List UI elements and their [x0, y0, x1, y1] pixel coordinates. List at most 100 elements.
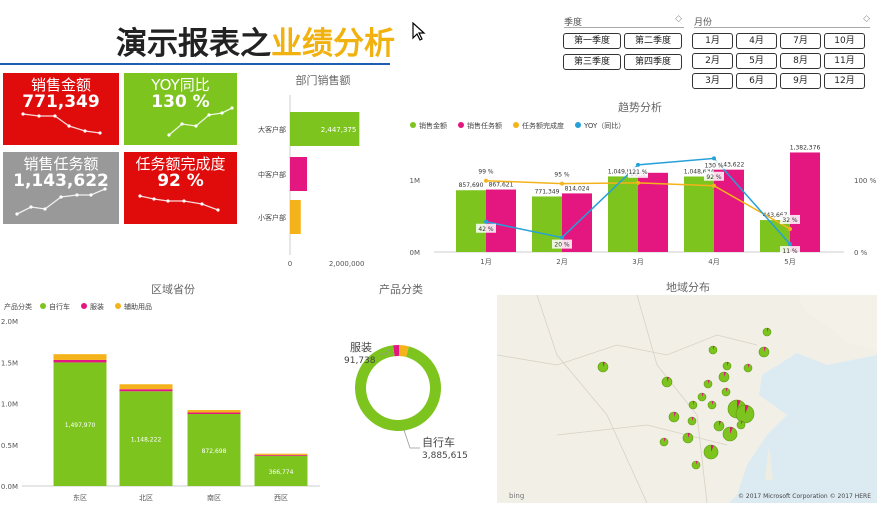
product-chart-title: 产品分类 [379, 283, 423, 296]
region-y-tick: 2.0M [1, 318, 18, 326]
trend-label-bg [780, 246, 800, 256]
slicer-divider [564, 27, 684, 28]
month-option[interactable]: 5月 [736, 53, 777, 69]
trend-point-yoy [636, 162, 640, 167]
trend-point-completion [712, 183, 716, 188]
quarter-slicer-header: 季度 [564, 18, 583, 28]
kpi-card-yoy[interactable]: YOY同比 130 % [124, 73, 237, 145]
trend-point-completion [636, 180, 640, 185]
region-legend-label: 服装 [90, 302, 104, 311]
month-option[interactable]: 9月 [780, 73, 821, 89]
month-option[interactable]: 6月 [736, 73, 777, 89]
trend-label-bg [780, 214, 800, 224]
trend-x-tick: 5月 [784, 258, 795, 266]
quarter-option-2[interactable]: 第二季度 [624, 33, 682, 49]
month-option[interactable]: 2月 [692, 53, 733, 69]
product-leader-line [380, 347, 391, 355]
kpi-value: 130 % [151, 92, 210, 112]
product-leader-line [403, 429, 420, 449]
map-bubble-slice [724, 372, 726, 377]
trend-chart-title: 趋势分析 [618, 101, 662, 114]
map-credit: © 2017 Microsoft Corporation © 2017 HERE [738, 493, 871, 500]
trend-label-bg [552, 169, 572, 179]
region-map[interactable]: bing © 2017 Microsoft Corporation © 2017… [497, 295, 877, 503]
kpi-value: 92 % [157, 171, 204, 191]
month-option[interactable]: 10月 [824, 33, 865, 49]
product-value-clothing: 91,738 [344, 356, 376, 366]
month-option[interactable]: 11月 [824, 53, 865, 69]
region-legend-title: 产品分类 [4, 302, 32, 311]
trend-left-tick: 1M [410, 177, 421, 185]
month-option[interactable]: 7月 [780, 33, 821, 49]
trend-point-completion [560, 181, 564, 186]
trend-legend-label: 销售任务额 [467, 121, 502, 130]
quarter-option-1[interactable]: 第一季度 [563, 33, 621, 49]
product-label-clothing: 服装 [350, 341, 372, 354]
kpi-sparkline [167, 106, 234, 137]
kpi-label: 任务额完成度 [135, 155, 226, 173]
trend-point-yoy [712, 156, 716, 161]
trend-label-bg [704, 171, 724, 181]
quarter-slicer: 季度 ◇ 第一季度 第二季度 第三季度 第四季度 [562, 14, 686, 75]
map-bubble-slice [693, 401, 695, 405]
trend-label-bg [628, 166, 648, 176]
trend-x-tick: 1月 [480, 258, 491, 266]
quarter-option-3[interactable]: 第三季度 [563, 54, 621, 70]
kpi-label: 销售金额 [30, 76, 91, 94]
month-option[interactable]: 1月 [692, 33, 733, 49]
kpi-value: 1,143,622 [13, 171, 109, 191]
region-x-tick: 南区 [207, 493, 221, 502]
trend-legend-marker [513, 122, 519, 128]
dept-category-label: 中客户部 [258, 170, 286, 179]
trend-sales-label: 443,667 [763, 212, 788, 219]
kpi-value: 771,349 [22, 92, 100, 112]
report-title-part2: 业绩分析 [271, 26, 395, 62]
trend-completion-label: 99 % [478, 169, 494, 176]
kpi-card-completion[interactable]: 任务额完成度 92 % [124, 152, 237, 224]
month-option[interactable]: 8月 [780, 53, 821, 69]
trend-sales-label: 1,048,634 [684, 168, 715, 175]
region-bar-segment [187, 414, 241, 486]
trend-legend-label: 销售金额 [419, 121, 447, 130]
product-label-bike: 自行车 [422, 435, 455, 449]
map-bing-logo: bing [509, 492, 525, 500]
region-value-label: 1,148,222 [131, 437, 162, 444]
kpi-card-sales-amount[interactable]: 销售金额 771,349 [3, 73, 119, 145]
month-option[interactable]: 4月 [736, 33, 777, 49]
region-x-tick: 东区 [73, 493, 87, 502]
region-x-tick: 北区 [139, 494, 153, 502]
quarter-option-4[interactable]: 第四季度 [624, 54, 682, 70]
trend-bar-sales [684, 176, 714, 252]
title-underline [0, 63, 390, 65]
map-bubble-slice [674, 412, 676, 417]
slicer-divider [694, 27, 870, 28]
map-bubble-slice [730, 427, 733, 434]
month-slicer: 月份 ◇ 1月 4月 7月 10月 2月 5月 8月 11月 3月 6月 9月 12月 [692, 14, 872, 93]
trend-bar-sales [456, 190, 486, 252]
region-bar-segment [187, 410, 241, 413]
report-title: 演示报表之业绩分析 [116, 18, 395, 63]
trend-sales-label: 1,049,907 [608, 168, 639, 175]
map-bubble-slice [767, 328, 769, 332]
trend-bar-target [790, 152, 820, 252]
region-value-label: 366,774 [269, 469, 294, 476]
trend-yoy-label: 11 % [782, 248, 798, 255]
kpi-card-sales-target[interactable]: 销售任务额 1,143,622 [3, 152, 119, 224]
eraser-icon[interactable]: ◇ [675, 14, 682, 24]
eraser-icon[interactable]: ◇ [863, 14, 870, 24]
map-bubble-slice [667, 377, 669, 382]
trend-completion-label: 32 % [782, 217, 798, 224]
trend-sales-label: 771,349 [535, 188, 560, 195]
region-legend-marker [81, 303, 87, 309]
map-bubble-slice [688, 433, 690, 438]
trend-right-tick: 100 % [854, 177, 877, 185]
month-option[interactable]: 3月 [692, 73, 733, 89]
trend-label-bg [476, 223, 496, 233]
trend-bar-target [714, 169, 744, 252]
mouse-cursor-icon [412, 22, 426, 41]
trend-bar-target [486, 189, 516, 252]
region-legend-label: 自行车 [49, 302, 70, 311]
month-option[interactable]: 12月 [824, 73, 865, 89]
region-legend-marker [40, 303, 46, 309]
region-y-tick: 1.0M [1, 401, 18, 409]
